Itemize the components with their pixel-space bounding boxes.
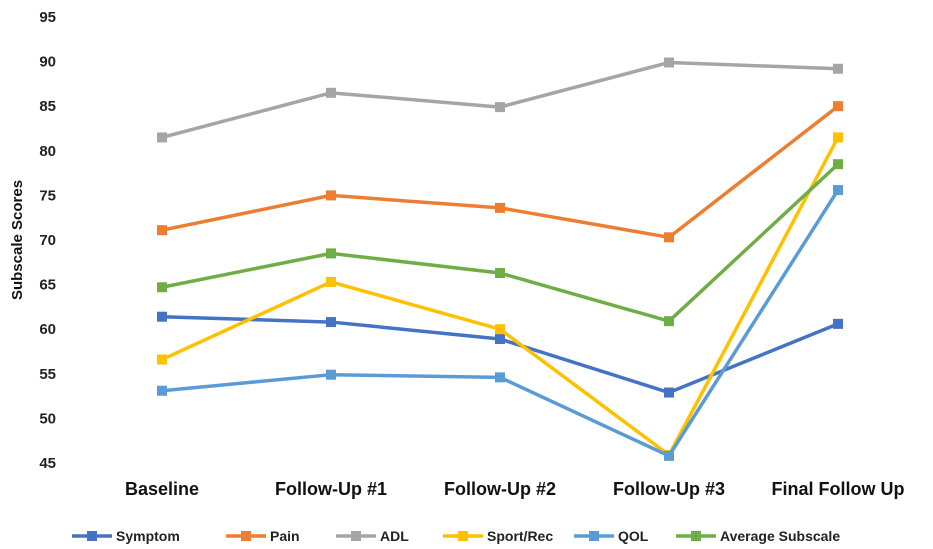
data-point-marker <box>833 185 843 196</box>
data-point-marker <box>833 101 843 112</box>
legend-marker <box>589 531 599 541</box>
data-point-marker <box>495 268 505 279</box>
legend-item: Sport/Rec <box>443 528 553 544</box>
data-point-marker <box>833 159 843 170</box>
y-axis-ticks: 45 50 55 60 65 70 75 80 85 90 95 <box>39 9 56 472</box>
legend-item: QOL <box>574 528 649 544</box>
x-category-label: Final Follow Up <box>772 479 905 499</box>
data-point-marker <box>157 385 167 396</box>
series-pain <box>157 101 843 243</box>
data-point-marker <box>495 324 505 335</box>
data-point-marker <box>326 276 336 287</box>
data-point-marker <box>664 232 674 243</box>
legend-item: Average Subscale <box>676 528 840 544</box>
series-line <box>161 189 840 458</box>
y-tick-label: 85 <box>39 98 56 115</box>
series-line <box>161 162 840 323</box>
legend-item: ADL <box>336 528 409 544</box>
y-tick-label: 95 <box>39 9 56 26</box>
legend-item: Pain <box>226 528 300 544</box>
data-point-marker <box>326 190 336 201</box>
y-tick-label: 55 <box>39 366 56 383</box>
data-point-marker <box>326 369 336 380</box>
data-point-marker <box>157 282 167 293</box>
data-point-marker <box>664 316 674 327</box>
data-point-marker <box>833 63 843 74</box>
legend-label: Sport/Rec <box>487 528 553 544</box>
legend-label: QOL <box>618 528 649 544</box>
series-line <box>161 60 839 140</box>
data-point-marker <box>664 57 674 68</box>
x-category-label: Follow-Up #2 <box>444 479 556 499</box>
legend-label: Average Subscale <box>720 528 840 544</box>
series-layer <box>157 57 843 461</box>
data-point-marker <box>664 450 674 461</box>
legend-item: Symptom <box>72 528 180 544</box>
series-line <box>161 104 840 240</box>
data-point-marker <box>326 317 336 328</box>
legend: Symptom Pain ADL Sport/Rec QOL Average Subsca… <box>72 528 840 544</box>
x-category-label: Follow-Up #1 <box>275 479 387 499</box>
legend-label: ADL <box>380 528 409 544</box>
data-point-marker <box>157 132 167 143</box>
legend-marker <box>691 531 701 541</box>
y-tick-label: 50 <box>39 410 56 427</box>
legend-marker <box>241 531 251 541</box>
legend-label: Pain <box>270 528 300 544</box>
data-point-marker <box>495 372 505 383</box>
data-point-marker <box>495 202 505 213</box>
series-average-subscale <box>157 159 843 327</box>
data-point-marker <box>495 102 505 113</box>
y-tick-label: 75 <box>39 187 56 204</box>
data-point-marker <box>833 318 843 329</box>
data-point-marker <box>664 387 674 398</box>
data-point-marker <box>326 248 336 259</box>
legend-marker <box>87 531 97 541</box>
y-tick-label: 45 <box>39 455 56 472</box>
data-point-marker <box>157 225 167 236</box>
legend-label: Symptom <box>116 528 180 544</box>
x-category-label: Follow-Up #3 <box>613 479 725 499</box>
series-adl <box>157 57 843 143</box>
y-axis-label: Subscale Scores <box>9 180 26 300</box>
data-point-marker <box>157 311 167 322</box>
legend-marker <box>458 531 468 541</box>
y-tick-label: 60 <box>39 321 56 338</box>
data-point-marker <box>157 354 167 365</box>
y-tick-label: 80 <box>39 143 56 160</box>
legend-marker <box>351 531 361 541</box>
data-point-marker <box>326 87 336 98</box>
data-point-marker <box>495 334 505 345</box>
y-tick-label: 70 <box>39 232 56 249</box>
x-axis-categories: Baseline Follow-Up #1 Follow-Up #2 Follow-U… <box>125 479 905 499</box>
series-qol <box>157 185 843 461</box>
x-category-label: Baseline <box>125 479 199 499</box>
data-point-marker <box>833 132 843 143</box>
y-tick-label: 90 <box>39 54 56 71</box>
y-tick-label: 65 <box>39 277 56 294</box>
